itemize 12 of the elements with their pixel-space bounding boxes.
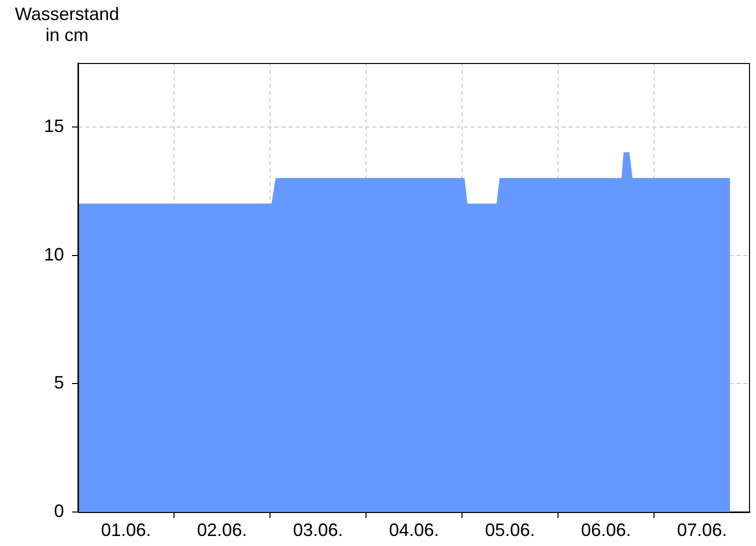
x-tick-label: 01.06. (100, 520, 152, 540)
y-axis-title: Wasserstand in cm (14, 4, 120, 46)
y-tick-label: 5 (54, 372, 64, 393)
y-tick-label: 15 (44, 116, 64, 136)
x-tick-label: 03.06. (292, 520, 344, 540)
x-tick-label: 04.06. (388, 520, 440, 540)
x-tick-label: 05.06. (484, 520, 536, 540)
y-tick-label: 10 (44, 244, 64, 264)
x-tick-label: 02.06. (196, 520, 248, 540)
x-tick-label: 06.06. (580, 520, 632, 540)
x-tick-label: 07.06. (676, 520, 728, 540)
y-tick-label: 0 (54, 500, 64, 521)
